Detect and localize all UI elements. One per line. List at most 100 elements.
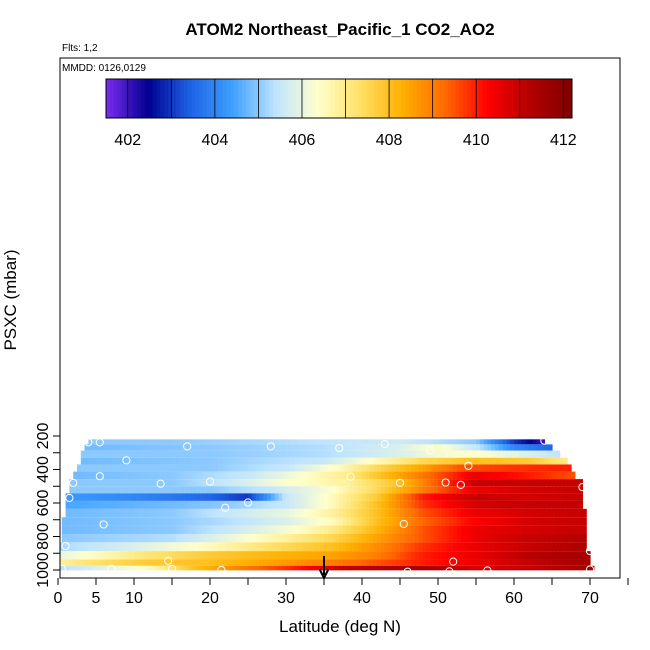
heatmap-cell [187,457,192,465]
heatmap-cell [476,457,481,465]
heatmap-cell [320,479,325,487]
heatmap-cell [567,525,572,534]
heatmap-cell [134,471,139,480]
heatmap-cell [536,517,542,526]
heatmap-cell [369,471,374,480]
heatmap-cell [179,565,184,571]
heatmap-cell [308,559,314,566]
heatmap-cell [445,471,450,480]
heatmap-cell [434,444,439,451]
heatmap-cell [65,517,70,526]
heatmap-cell [88,464,93,472]
heatmap-cell [103,533,108,543]
heatmap-cell [130,464,135,472]
heatmap-cell [191,565,196,571]
sample-point [95,472,104,481]
heatmap-cell [343,525,348,534]
heatmap-cell [134,464,139,472]
heatmap-cell [362,517,367,526]
x-axis-label: Latitude (deg N) [279,617,401,636]
heatmap-cell [339,444,344,451]
heatmap-cell [563,559,568,566]
heatmap-cell [483,471,488,480]
heatmap-cell [229,471,234,480]
heatmap-cell [498,559,504,566]
heatmap-cell [134,551,139,560]
heatmap-cell [210,486,215,494]
arrow-head [318,568,330,581]
heatmap-cell [263,493,268,501]
heatmap-cell [244,551,249,560]
heatmap-cell [369,486,374,494]
heatmap-cell [149,450,154,458]
heatmap-cell [175,565,181,571]
heatmap-cell [559,471,564,480]
heatmap-cell [434,450,439,458]
heatmap-cell [533,457,538,465]
heatmap-cell [305,486,310,494]
heatmap-cell [407,517,412,526]
heatmap-cell [293,508,298,518]
heatmap-cell [578,525,583,534]
heatmap-cell [73,551,78,560]
heatmap-cell [422,450,428,458]
heatmap-cell [540,493,545,501]
heatmap-cell [107,450,112,458]
heatmap-cell [179,533,184,543]
heatmap-cell [149,551,154,560]
heatmap-cell [191,500,196,509]
heatmap-cell [578,508,583,518]
heatmap-cell [426,551,431,560]
heatmap-cell [263,517,268,526]
heatmap-cell [472,517,477,526]
heatmap-cell [552,525,557,534]
heatmap-cell [396,486,401,494]
heatmap-cell [172,450,177,458]
heatmap-cell [107,500,112,509]
heatmap-cell [175,525,181,534]
heatmap-cell [278,508,283,518]
heatmap-cell [457,508,462,518]
heatmap-cell [149,457,154,465]
heatmap-cell [202,493,207,501]
heatmap-cell [118,444,124,451]
heatmap-cell [92,508,97,518]
heatmap-cell [449,464,454,472]
heatmap-cell [156,551,162,560]
heatmap-cell [373,457,378,465]
heatmap-cell [517,533,523,543]
heatmap-cell [555,493,561,501]
heatmap-cell [479,486,485,494]
heatmap-cell [369,508,374,518]
heatmap-cell [324,533,329,543]
heatmap-cell [365,471,371,480]
heatmap-cell [305,542,310,552]
heatmap-cell [415,471,420,480]
heatmap-cell [430,533,435,543]
heatmap-cell [229,542,234,552]
heatmap-cell [521,551,526,560]
heatmap-cell [278,444,283,451]
heatmap-cell [403,457,409,465]
heatmap-cell [297,551,302,560]
heatmap-cell [419,439,424,445]
heatmap-cell [301,542,306,552]
heatmap-cell [77,565,82,571]
heatmap-cell [168,464,173,472]
heatmap-cell [77,471,82,480]
heatmap-cell [301,551,306,560]
heatmap-cell [559,464,564,472]
heatmap-cell [286,493,291,501]
heatmap-cell [156,439,162,445]
colorbar-segment [439,79,445,118]
heatmap-cell [529,533,534,543]
heatmap-cell [103,551,108,560]
heatmap-cell [346,533,352,543]
heatmap-cell [248,457,253,465]
heatmap-cell [468,508,473,518]
heatmap-cell [354,517,359,526]
heatmap-cell [179,479,184,487]
heatmap-cell [483,565,488,571]
heatmap-cell [107,493,112,501]
heatmap-cell [384,508,390,518]
